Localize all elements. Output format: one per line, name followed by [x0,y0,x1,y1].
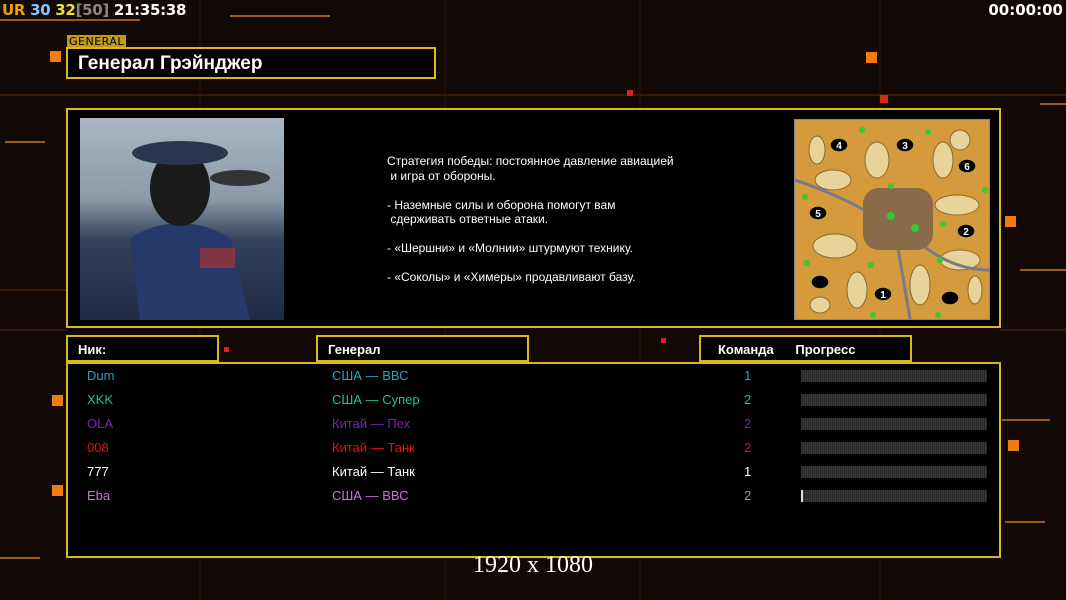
player-nick: Dum [87,368,115,383]
start-position-marker[interactable]: 6 [957,158,977,174]
start-position-label: 5 [815,209,821,220]
general-title: Генерал Грэйнджер [66,47,436,79]
start-position-marker[interactable]: 4 [829,137,849,153]
start-position-marker[interactable]: 2 [956,223,976,239]
start-position-label: 6 [964,162,970,173]
game-timer: 00:00:00 [988,1,1063,19]
player-progress-bar [801,370,987,382]
player-row: XKK США — Супер 2 [68,389,999,413]
player-progress-bar [801,442,987,454]
map-preview[interactable]: 1 2 3 4 5 6 [794,119,990,320]
column-header-team: Команда [718,342,774,357]
player-nick: 008 [87,440,109,455]
start-position-label: 2 [963,227,969,238]
player-team: 1 [744,464,752,479]
player-nick: OLA [87,416,114,431]
hud-fps: 30 [30,1,51,19]
player-team: 2 [744,488,752,503]
column-header-progress: Прогресс [795,342,856,357]
start-position-label: 1 [880,290,886,301]
player-nick: Eba [87,488,111,503]
general-portrait [80,118,284,320]
column-header-nick: Ник: [66,335,219,362]
player-general: Китай — Танк [332,464,415,479]
hud-clock: 21:35:38 [113,1,187,19]
player-team: 2 [744,416,752,431]
player-row: 008 Китай — Танк 2 [68,437,999,461]
player-row: 777 Китай — Танк 1 [68,461,999,485]
player-general: Китай — Пех [332,416,411,431]
player-general: США — ВВС [332,368,409,383]
start-position-marker[interactable]: 3 [895,137,915,153]
hud-value: 32 [55,1,76,19]
player-nick: XKK [87,392,114,407]
player-row: OLA Китай — Пех 2 [68,413,999,437]
start-position-label: 4 [836,141,842,152]
player-team: 1 [744,368,752,383]
player-nick: 777 [87,464,109,479]
player-general: США — ВВС [332,488,409,503]
hud-stats: UR 30 32[50] 21:35:38 [2,1,186,19]
player-progress-bar [801,394,987,406]
player-progress-bar [801,466,987,478]
resolution-label: 1920 x 1080 [473,552,593,578]
start-position-marker[interactable]: 5 [808,205,828,221]
general-tag: GENERAL [67,35,127,48]
start-position-marker[interactable]: 1 [873,286,893,302]
player-row: Dum США — ВВС 1 [68,365,999,389]
player-progress-bar [801,418,987,430]
strategy-description: Стратегия победы: постоянное давление ав… [387,154,674,284]
column-header-team-progress: Команда Прогресс [699,335,912,362]
player-list: Dum США — ВВС 1 XKK США — Супер 2 OLA Ки… [66,362,1001,558]
start-position-label: 3 [902,141,908,152]
hud-bracket: [50] [75,1,110,19]
player-team: 2 [744,440,752,455]
player-general: Китай — Танк [332,440,415,455]
progress-fill [801,490,803,502]
player-general: США — Супер [332,392,420,407]
hud-ur: UR [2,1,26,19]
player-progress-bar [801,490,987,502]
column-header-general: Генерал [316,335,529,362]
player-row: Eba США — ВВС 2 [68,485,999,509]
player-team: 2 [744,392,752,407]
